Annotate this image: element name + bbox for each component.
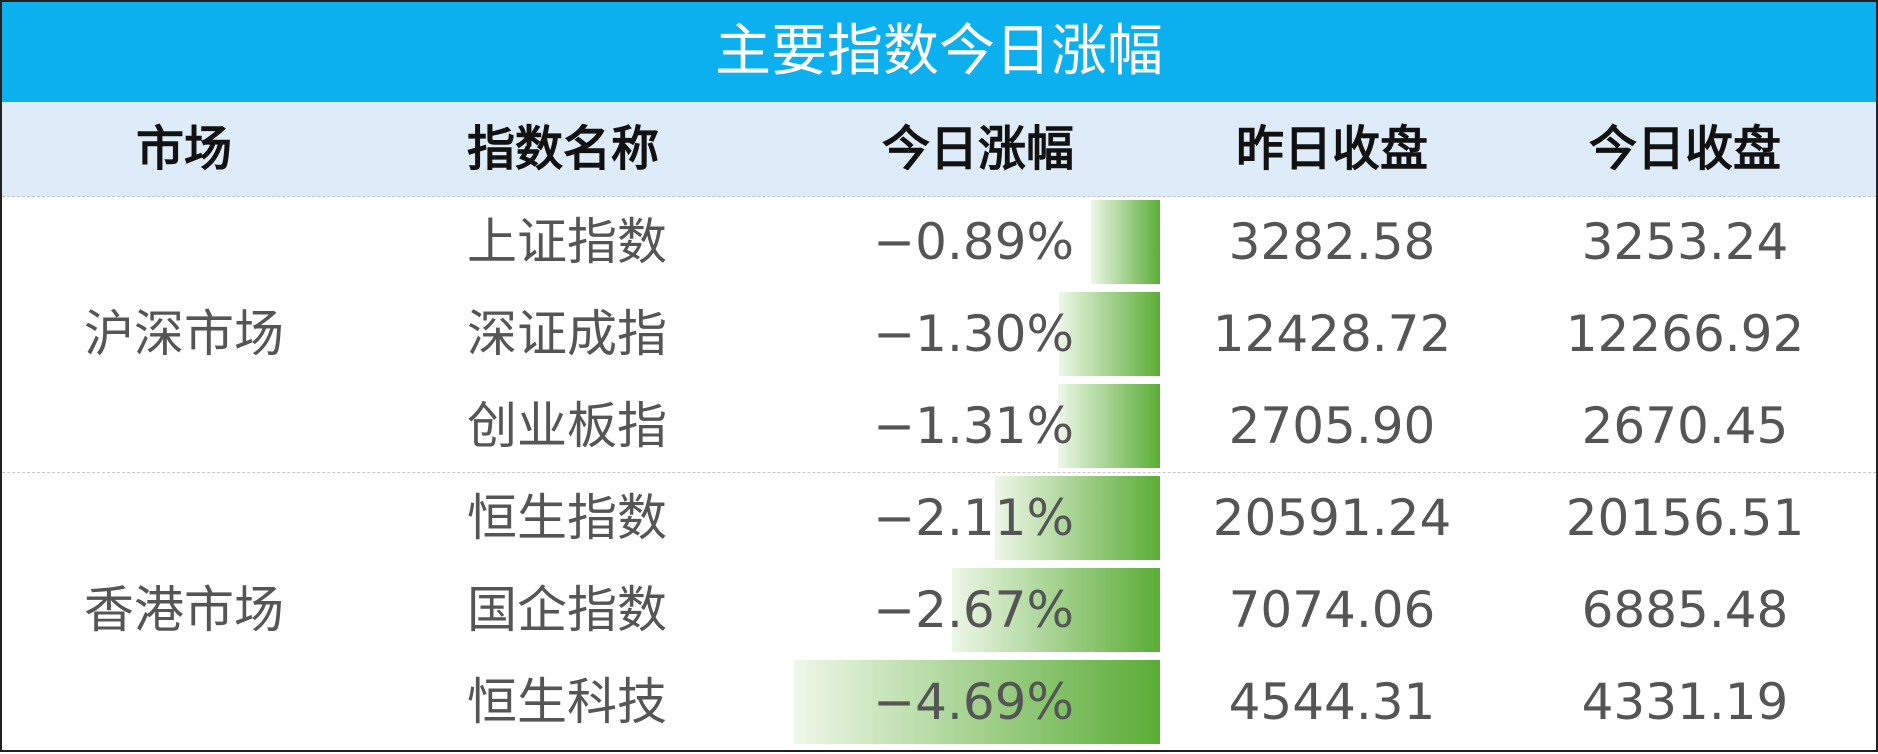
prev-close: 3282.58	[1228, 213, 1436, 271]
column-header: 昨日收盘	[1235, 121, 1428, 177]
data-bar	[1090, 200, 1160, 284]
title: 主要指数今日涨幅	[2, 2, 1876, 102]
prev-close: 4544.31	[1228, 673, 1436, 731]
prev-close: 12428.72	[1212, 305, 1452, 363]
index-name: 上证指数	[467, 213, 667, 271]
change: −0.89%	[873, 213, 1074, 271]
today-close: 4331.19	[1581, 673, 1789, 731]
data-bar	[1057, 384, 1160, 468]
column-header: 今日收盘	[1588, 121, 1781, 177]
change: −1.30%	[873, 305, 1074, 363]
today-close: 6885.48	[1581, 581, 1789, 639]
today-close: 2670.45	[1581, 397, 1789, 455]
change: −2.11%	[873, 489, 1074, 547]
data-bar	[951, 568, 1160, 652]
column-header: 指数名称	[467, 121, 660, 177]
market: 沪深市场	[84, 305, 284, 363]
separator	[2, 472, 1876, 473]
prev-close: 7074.06	[1228, 581, 1436, 639]
change: −2.67%	[873, 581, 1074, 639]
prev-close: 20591.24	[1212, 489, 1452, 547]
header-row	[2, 102, 1876, 197]
market: 香港市场	[84, 581, 284, 639]
prev-close: 2705.90	[1228, 397, 1436, 455]
index-name: 恒生科技	[467, 673, 667, 731]
change: −4.69%	[873, 673, 1074, 731]
today-close: 12266.92	[1565, 305, 1805, 363]
index-name: 创业板指	[467, 397, 667, 455]
column-header: 市场	[135, 121, 232, 177]
today-close: 3253.24	[1581, 213, 1789, 271]
index-name: 深证成指	[467, 305, 667, 363]
data-bar	[995, 476, 1160, 560]
index-name: 恒生指数	[467, 489, 667, 547]
column-header: 今日涨幅	[881, 121, 1074, 177]
today-close: 20156.51	[1565, 489, 1805, 547]
index-name: 国企指数	[467, 581, 667, 639]
data-bar	[794, 660, 1160, 744]
change: −1.31%	[873, 397, 1074, 455]
data-bar	[1058, 292, 1160, 376]
